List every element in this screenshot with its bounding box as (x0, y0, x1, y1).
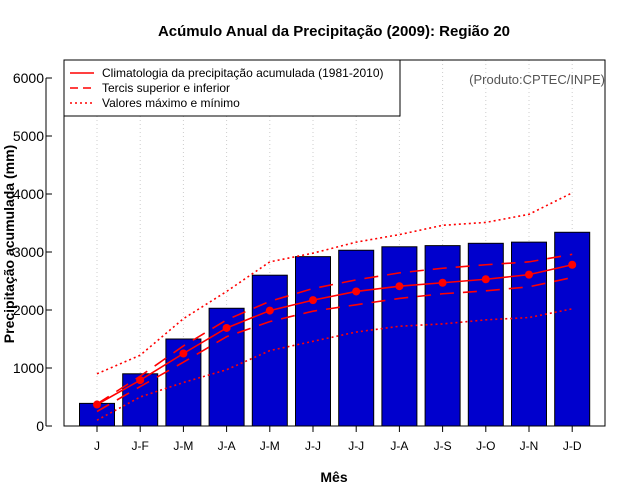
climatology-point (222, 323, 231, 332)
climatology-point (568, 260, 577, 269)
climatology-point (395, 282, 404, 291)
y-tick-label: 6000 (13, 70, 44, 86)
climatology-point (525, 270, 533, 279)
lines (93, 192, 577, 421)
y-tick-label: 5000 (13, 128, 44, 144)
climatology-point (179, 349, 188, 358)
x-tick-label: J (94, 439, 100, 453)
y-axis-label: Precipitação acumulada (mm) (1, 145, 17, 343)
x-tick-label: J-J (305, 439, 321, 453)
climatology-point (352, 287, 361, 296)
x-tick-label: J-N (520, 439, 539, 453)
bar (381, 246, 418, 427)
y-tick-label: 1000 (13, 360, 44, 376)
bar (511, 241, 547, 427)
y-axis: 0 1000 2000 3000 4000 5000 6000 (13, 70, 52, 434)
legend: Climatologia da precipitação acumulada (… (63, 59, 401, 117)
legend-label-extremes: Valores máximo e mínimo (102, 96, 240, 110)
x-tick-label: J-M (173, 439, 193, 453)
series-line (96, 276, 573, 413)
y-tick-label: 4000 (13, 186, 44, 202)
x-tick-label: J-M (260, 439, 280, 453)
x-tick-label: J-J (348, 439, 364, 453)
climatology-point (481, 275, 490, 284)
series-line (96, 253, 573, 405)
x-axis: J J-F J-M J-A J-M J-J J-J J-A J-S J-O J-N J-D (94, 426, 582, 453)
bar (467, 242, 504, 427)
bar (424, 245, 461, 427)
x-tick-label: J-D (563, 439, 582, 453)
y-tick-label: 0 (36, 418, 44, 434)
chart-title: Acúmulo Anual da Precipitação (2009): Re… (158, 23, 510, 40)
x-tick-label: J-O (476, 439, 495, 453)
bar (338, 249, 375, 427)
legend-box (63, 59, 401, 117)
x-tick-label: J-A (390, 439, 408, 453)
climatology-point (309, 296, 317, 305)
climatology-point (438, 278, 447, 287)
source-label: (Produto:CPTEC/INPE) (469, 72, 605, 87)
legend-label-climatology: Climatologia da precipitação acumulada (… (102, 66, 384, 80)
x-axis-label: Mês (320, 469, 347, 485)
y-tick-label: 2000 (13, 302, 44, 318)
climatology-point (265, 306, 274, 315)
x-tick-label: J-S (434, 439, 452, 453)
series-line (96, 263, 573, 406)
bars (79, 231, 591, 427)
legend-label-terciles: Tercis superior e inferior (102, 81, 230, 95)
x-tick-label: J-A (218, 439, 236, 453)
x-tick-label: J-F (132, 439, 149, 453)
y-tick-label: 3000 (13, 244, 44, 260)
